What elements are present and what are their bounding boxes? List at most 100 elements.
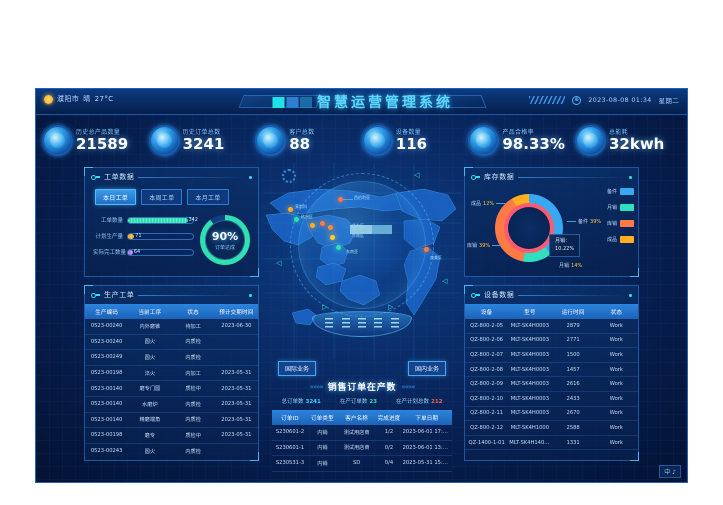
title-dot-icon <box>249 293 252 297</box>
legend-item-monthly[interactable]: 月销 <box>607 204 634 211</box>
dashboard: 濮阳市 晴 27°C 智慧运营管理系统 ⊕ 2023-08-08 01:34 星… <box>35 88 688 483</box>
table-cell: 内质检 <box>171 396 215 413</box>
kpi-value: 32kwh <box>608 135 665 154</box>
table-cell: 2670 <box>551 406 595 422</box>
col-current-process: 当前工序 <box>128 304 172 319</box>
table-row[interactable]: QZ-800-2-09 MLT-SK4H0003 2616 Work <box>465 376 638 392</box>
header-slash-decoration <box>529 96 566 104</box>
table-row[interactable]: 0523-00240 内外磨锥 待加工 2023-06-30 <box>85 319 258 335</box>
table-row[interactable]: QZ-800-2-11 MLT-SK4H0003 2670 Work <box>465 406 638 422</box>
kpi-value: 116 <box>395 135 428 154</box>
table-cell: Work <box>594 391 638 407</box>
tab-week-orders[interactable]: 本周工单 <box>141 189 183 205</box>
table-cell: 测试用店商 <box>336 440 377 457</box>
table-cell: QZ-1400-1-01 <box>465 435 509 451</box>
table-row[interactable]: 0523-00198 磨专 质检中 2023-05-31 <box>85 427 258 444</box>
table-row[interactable]: 0523-00249 圆火 内质检 <box>85 349 258 366</box>
gauge-sublabel: 订单达成 <box>214 244 235 251</box>
table-cell: 2433 <box>551 391 595 407</box>
table-cell: 0523-00249 <box>85 349 129 366</box>
table-row[interactable]: QZ-1400-1-02MLT-SK4H1400S2000Work <box>465 449 638 454</box>
kpi-card-orders: 历史订单总数 3241 <box>150 126 255 154</box>
bar-label: 工单数量 <box>100 218 123 224</box>
map-marker-label: 东南亚 <box>346 249 358 254</box>
table-row[interactable]: 0523-00243 圆火 内质检 <box>85 443 258 454</box>
table-cell: 2023-06-01 17:20:53 <box>401 425 452 441</box>
legend-item-parts[interactable]: 备件 <box>607 188 634 195</box>
page-title: 智慧运营管理系统 <box>317 95 453 111</box>
table-cell: Work <box>594 406 638 422</box>
table-row[interactable]: QZ-800-2-10 MLT-SK4H0003 2433 Work <box>465 391 638 407</box>
table-row[interactable]: QZ-800-2-06 MLT-SK4H0003 2771 Work <box>465 333 638 349</box>
header-status-group: ⊕ 2023-08-08 01:34 星期二 <box>529 95 679 105</box>
table-row[interactable]: 0523-00240 圆火 内质检 <box>85 334 258 351</box>
table-cell: QZ-800-2-11 <box>465 406 509 422</box>
kpi-label: 总能耗 <box>608 129 628 137</box>
tag-domestic-business[interactable]: 国内业务 <box>407 361 446 376</box>
table-cell: 2023-05-31 <box>214 396 258 413</box>
sales-orders-block: 国际业务 国内业务 »»»» 销售订单在产数 «««« 总订单数 3241 在产订… <box>272 361 452 472</box>
table-row[interactable]: QZ-800-2-08 MLT-SK4H0003 1457 Work <box>465 362 638 378</box>
table-cell: 内质检 <box>171 412 215 429</box>
table-cell: 内销 <box>308 425 337 441</box>
table-cell: 待加工 <box>171 319 215 335</box>
equipment-table: 设备 型号 运行时间 状态 QZ-800-2-05 MLT-SK4H0003 287… <box>465 304 638 454</box>
table-cell: 圆火 <box>128 443 172 454</box>
kpi-card-products: 历史总产品数量 21589 <box>44 126 148 154</box>
tab-today-orders[interactable]: 本日工单 <box>95 189 137 205</box>
bar-label: 实际完工数量 <box>93 250 127 256</box>
col-status: 状态 <box>594 304 638 319</box>
key-icon <box>91 174 100 181</box>
panel-header: 设备数据 <box>465 286 638 300</box>
table-row[interactable]: QZ-1400-1-01 MLT-SK4H1400S 1331 Work <box>465 435 638 451</box>
map-marker-label: 欧洲区 <box>301 214 313 219</box>
weather-condition: 晴 <box>83 95 91 103</box>
donut-label-stock: 库销 39% <box>467 242 502 249</box>
table-cell: QZ-800-2-09 <box>465 376 509 392</box>
table-cell: 内销 <box>308 440 337 457</box>
production-table-scroll[interactable]: 生产编码 当前工序 状态 预计交期时间 0523-00240 内外磨锥 待加工 202… <box>85 304 258 454</box>
table-cell: MLT-SK4H0003 <box>508 391 552 407</box>
title-dot-icon <box>249 175 252 179</box>
key-icon <box>471 174 480 181</box>
table-row[interactable]: 0523-00140 精磨端角 内质检 2023-05-31 <box>85 412 258 429</box>
bar-value: 64 <box>133 248 141 255</box>
ime-indicator[interactable]: 中 ♪ <box>659 465 681 478</box>
table-row[interactable]: QZ-800-2-07 MLT-SK4H0003 1500 Work <box>465 347 638 363</box>
legend-item-stock[interactable]: 库销 <box>607 220 634 227</box>
weather-city: 濮阳市 <box>57 95 80 103</box>
table-row[interactable]: QZ-800-2-12 MLT-SK4H1000 2588 Work <box>465 420 638 436</box>
legend-item-finished[interactable]: 成品 <box>607 236 634 243</box>
table-row[interactable]: 0523-00198 淬火 内加工 2023-05-31 <box>85 365 258 382</box>
weather-temperature: 27°C <box>94 95 114 103</box>
panel-header: 生产工单 <box>85 286 258 300</box>
panel-title: 设备数据 <box>484 291 515 299</box>
production-table-body: 0523-00240 内外磨锥 待加工 2023-06-30 0523-00240 圆火内… <box>85 319 258 454</box>
equipment-table-scroll[interactable]: 设备 型号 运行时间 状态 QZ-800-2-05 MLT-SK4H0003 287… <box>465 304 638 454</box>
table-cell: 磨专 <box>128 427 172 444</box>
kpi-row: 历史总产品数量 21589 历史订单总数 3241 客户总数 88 <box>44 119 681 161</box>
kpi-card-pass-rate: 产品合格率 98.33% <box>470 126 574 154</box>
stat-in-production-plans: 在产计划总数 212 <box>396 399 443 405</box>
tab-month-orders[interactable]: 本月工单 <box>187 189 229 205</box>
panel-title: 生产工单 <box>104 291 135 299</box>
table-header-row: 订单ID 订单类型 客户名称 完成进度 下单日期 <box>272 410 452 425</box>
col-device: 设备 <box>465 304 509 319</box>
bar-label: 计划生产量 <box>95 234 123 240</box>
table-cell: 1457 <box>551 362 595 378</box>
table-cell: S230601-2 <box>272 425 308 441</box>
gear-icon <box>282 169 296 183</box>
table-cell: 内质检 <box>171 349 215 366</box>
panel-title: 工单数据 <box>104 173 135 181</box>
table-row[interactable]: 0523-00140 磨专门圆 质检中 2023-05-31 <box>85 380 258 397</box>
orb-icon <box>576 126 604 154</box>
table-row[interactable]: 0523-00140 水磨炉 内质检 2023-05-31 <box>85 396 258 413</box>
world-map-globe: ◁ ◁ ▷ ▷ ◁ 西伯利亚 莫斯科 欧洲区 华东区 华南区 <box>264 163 461 359</box>
table-row[interactable]: QZ-800-2-05 MLT-SK4H0003 2879 Work <box>465 319 638 334</box>
tag-international-business[interactable]: 国际业务 <box>278 361 317 376</box>
bar-track: 342 <box>127 216 198 224</box>
orb-icon <box>257 126 285 154</box>
